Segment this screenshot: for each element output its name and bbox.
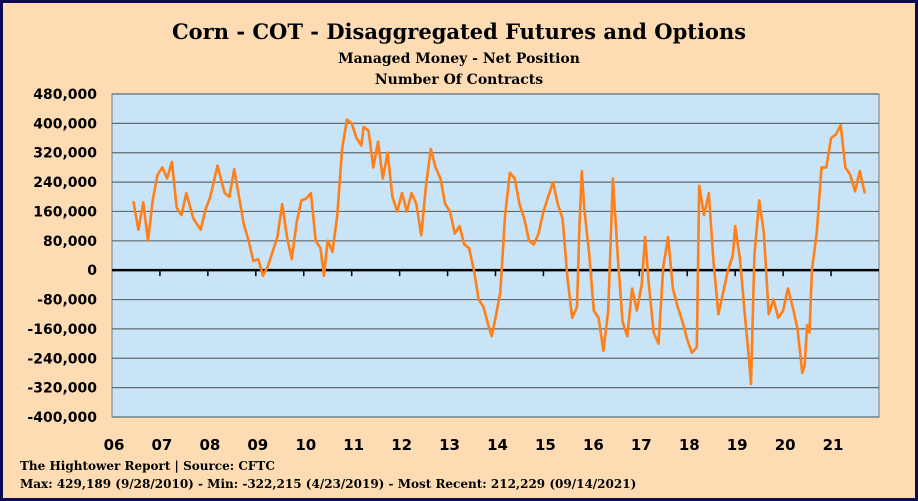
y-tick-label: -400,000 <box>27 410 97 426</box>
x-tick-label: 18 <box>679 436 700 454</box>
y-axis: 480,000 400,000 320,000 240,000 160,000 80,00… <box>27 87 97 426</box>
y-tick-label: 160,000 <box>33 204 97 220</box>
gridlines <box>112 93 879 418</box>
footer-stats: Max: 429,189 (9/28/2010) - Min: -322,215… <box>20 477 637 491</box>
x-tick-label: 08 <box>199 436 220 454</box>
x-tick-label: 16 <box>583 436 604 454</box>
series-line-net-position <box>132 118 866 386</box>
footer-source: The Hightower Report | Source: CFTC <box>20 459 275 473</box>
y-tick-label: -80,000 <box>37 293 97 309</box>
x-tick-label: 15 <box>535 436 556 454</box>
y-tick-label: 240,000 <box>33 175 97 191</box>
line-chart: 480,000 400,000 320,000 240,000 160,000 80,00… <box>27 87 880 454</box>
x-tick-label: 21 <box>823 436 844 454</box>
x-tick-label: 06 <box>104 436 125 454</box>
y-tick-label: -320,000 <box>27 381 97 397</box>
x-tick-label: 09 <box>247 436 268 454</box>
x-tick-label: 14 <box>487 436 508 454</box>
x-tick-label: 10 <box>295 436 316 454</box>
y-tick-label: 400,000 <box>33 116 97 132</box>
y-tick-label: 320,000 <box>33 146 97 162</box>
x-tick-label: 19 <box>727 436 748 454</box>
x-tick-label: 07 <box>152 436 173 454</box>
chart-subtitle: Managed Money - Net Position <box>338 51 580 67</box>
y-tick-label: 480,000 <box>33 87 97 103</box>
y-tick-label: 80,000 <box>43 234 97 250</box>
x-tick-label: 11 <box>343 436 364 454</box>
x-axis: 06 07 08 09 10 11 12 13 14 15 16 17 18 19 20 21 <box>104 270 844 454</box>
y-tick-label: -160,000 <box>27 322 97 338</box>
y-tick-label: 0 <box>87 263 97 279</box>
y-tick-label: -240,000 <box>27 351 97 367</box>
chart-subtitle-units: Number Of Contracts <box>374 72 544 88</box>
x-tick-label: 13 <box>439 436 460 454</box>
chart-title: Corn - COT - Disaggregated Futures and O… <box>171 19 747 44</box>
x-tick-label: 12 <box>391 436 412 454</box>
x-tick-label: 20 <box>775 436 796 454</box>
x-tick-label: 17 <box>631 436 652 454</box>
